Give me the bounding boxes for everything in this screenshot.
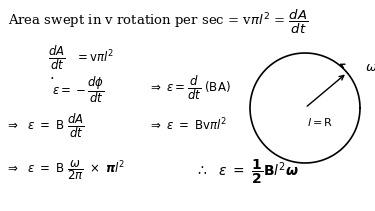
Text: $\therefore\ \ \varepsilon\ =\ \dfrac{\mathbf{1}}{\mathbf{2}}\mathbf{B}l^2\bolds: $\therefore\ \ \varepsilon\ =\ \dfrac{\m… [195,158,299,186]
Text: $= \mathrm{v}\pi l^2$: $= \mathrm{v}\pi l^2$ [75,49,114,66]
Text: $\omega$: $\omega$ [365,61,375,74]
Text: $\Rightarrow\ \varepsilon\ =\ \mathrm{Bv}\pi l^2$: $\Rightarrow\ \varepsilon\ =\ \mathrm{Bv… [148,117,227,134]
Text: Area swept in v rotation per sec = v$\pi l^2$ = $\dfrac{dA}{dt}$: Area swept in v rotation per sec = v$\pi… [8,8,308,36]
Text: $\Rightarrow\ \varepsilon = \dfrac{d}{dt}\ \mathrm{(BA)}$: $\Rightarrow\ \varepsilon = \dfrac{d}{dt… [148,74,231,102]
Text: $\varepsilon = -\dfrac{d\phi}{dt}$: $\varepsilon = -\dfrac{d\phi}{dt}$ [52,74,104,105]
Text: $\Rightarrow\ \ \varepsilon\ =\ \mathrm{B}\ \dfrac{\omega}{2\pi}\ \times\ \bolds: $\Rightarrow\ \ \varepsilon\ =\ \mathrm{… [5,158,125,182]
Text: .: . [50,68,55,82]
Text: $l = \mathrm{R}$: $l = \mathrm{R}$ [307,116,333,128]
Text: $\Rightarrow\ \ \varepsilon\ =\ \mathrm{B}\ \dfrac{dA}{dt}$: $\Rightarrow\ \ \varepsilon\ =\ \mathrm{… [5,112,85,140]
Text: $\dfrac{dA}{dt}$: $\dfrac{dA}{dt}$ [48,44,66,72]
